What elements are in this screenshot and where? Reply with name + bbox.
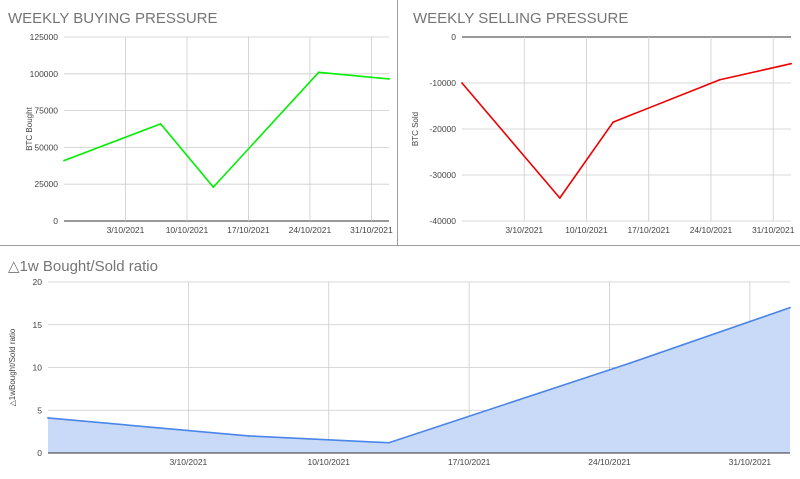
- data-point: [388, 78, 390, 80]
- buying-pressure-chart: WEEKLY BUYING PRESSURE 0 25000 50000 75000 10…: [0, 0, 397, 245]
- y-tick-label: -30000: [430, 170, 457, 180]
- y-tick-label: 75000: [34, 106, 58, 116]
- data-point: [247, 435, 250, 437]
- data-point: [558, 197, 561, 199]
- series-line: [63, 71, 390, 188]
- y-tick-label: -20000: [430, 124, 457, 134]
- y-tick-label: 15: [33, 320, 43, 330]
- data-point: [317, 71, 320, 74]
- data-point: [789, 306, 791, 309]
- panel-divider-horizontal: [0, 245, 800, 246]
- chart-title: △1w Bought/Sold ratio: [8, 258, 158, 275]
- panel-divider-vertical: [397, 0, 398, 245]
- data-point: [790, 62, 792, 65]
- y-tick-label: 25000: [34, 179, 58, 189]
- data-point: [628, 362, 631, 365]
- y-tick-label: 20: [33, 277, 43, 287]
- x-tick-label: 17/10/2021: [448, 457, 491, 467]
- data-point: [718, 78, 721, 81]
- series-area-fill: [48, 307, 790, 453]
- data-point: [212, 186, 215, 189]
- x-tick-label: 10/10/2021: [565, 225, 608, 235]
- x-tick-label: 17/10/2021: [627, 225, 670, 235]
- data-point: [388, 441, 390, 444]
- y-tick-label: 50000: [34, 142, 58, 152]
- x-tick-label: 10/10/2021: [166, 225, 209, 235]
- y-axis-label: △1wBought/Sold ratio: [8, 328, 17, 406]
- x-tick-label: 3/10/2021: [505, 225, 543, 235]
- y-tick-label: -10000: [430, 78, 457, 88]
- y-tick-label: 10: [33, 363, 43, 373]
- data-point: [612, 121, 615, 123]
- y-tick-label: 0: [37, 448, 42, 458]
- y-tick-label: 5: [37, 405, 42, 415]
- chart-title: WEEKLY BUYING PRESSURE: [8, 10, 218, 27]
- x-tick-label: 24/10/2021: [588, 457, 631, 467]
- x-tick-label: 24/10/2021: [289, 225, 332, 235]
- x-tick-label: 24/10/2021: [690, 225, 733, 235]
- x-tick-label: 31/10/2021: [350, 225, 393, 235]
- selling-pressure-svg: WEEKLY SELLING PRESSURE -40000 -30000 -2000…: [411, 10, 795, 235]
- y-tick-label: 100000: [30, 69, 59, 79]
- y-tick-label: 0: [451, 32, 456, 42]
- y-tick-label: 0: [53, 216, 58, 226]
- data-point: [47, 417, 49, 419]
- x-tick-label: 10/10/2021: [307, 457, 350, 467]
- data-point: [461, 82, 463, 84]
- x-tick-label: 3/10/2021: [169, 457, 207, 467]
- x-tick-label: 3/10/2021: [107, 225, 145, 235]
- y-axis-label: BTC Bought: [25, 106, 34, 150]
- buying-pressure-svg: WEEKLY BUYING PRESSURE 0 25000 50000 75000 10…: [8, 10, 393, 235]
- x-tick-label: 31/10/2021: [729, 457, 772, 467]
- y-tick-label: 125000: [30, 32, 59, 42]
- x-tick-label: 31/10/2021: [752, 225, 795, 235]
- y-tick-label: -40000: [430, 216, 457, 226]
- selling-pressure-chart: WEEKLY SELLING PRESSURE -40000 -30000 -2000…: [398, 0, 800, 245]
- ratio-chart: △1w Bought/Sold ratio 0 5 10 15 20 3/10/2021 10…: [0, 246, 800, 474]
- chart-title: WEEKLY SELLING PRESSURE: [413, 10, 628, 27]
- data-point: [63, 159, 65, 162]
- x-tick-label: 17/10/2021: [227, 225, 270, 235]
- y-axis-label: BTC Sold: [411, 112, 420, 146]
- ratio-svg: △1w Bought/Sold ratio 0 5 10 15 20 3/10/2021 10…: [8, 258, 791, 467]
- series-line: [461, 62, 792, 199]
- data-point: [159, 122, 162, 125]
